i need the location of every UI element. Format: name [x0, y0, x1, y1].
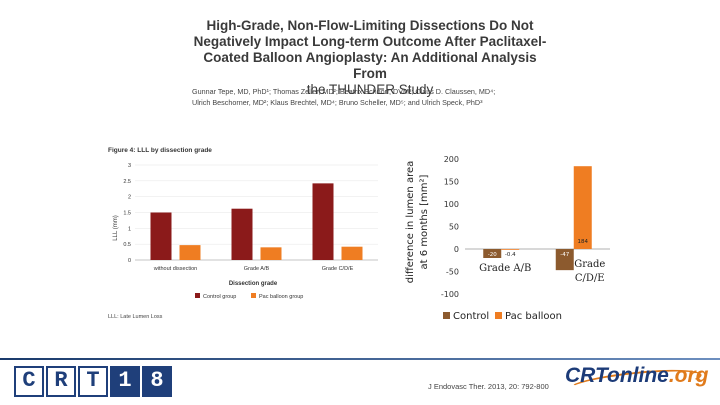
lll-ytick-label: 3	[128, 163, 131, 169]
lumen-data-label: -0.4	[505, 252, 516, 258]
lumen-category-label: C/D/E	[575, 273, 605, 284]
lll-xlabel: Dissection grade	[229, 281, 278, 287]
legend-swatch-pac-right	[495, 312, 502, 319]
lumen-ytick-label: 150	[444, 178, 459, 187]
legend-swatch-control-right	[443, 312, 450, 319]
lll-ylabel: LLL (mm)	[113, 215, 119, 240]
footer-divider	[0, 358, 720, 360]
lumen-ytick-label: 0	[454, 245, 459, 254]
lumen-area-chart: difference in lumen area at 6 months [mm…	[405, 155, 610, 322]
lll-category-label: Grade A/B	[244, 266, 270, 272]
logo-letter: 1	[110, 366, 140, 397]
lumen-ytick-label: -50	[446, 268, 459, 277]
citation: J Endovasc Ther. 2013, 20: 792-800	[428, 382, 549, 391]
logo-letter: 8	[142, 366, 172, 397]
lumen-bar	[501, 249, 520, 250]
lll-ytick-label: 2	[128, 195, 131, 201]
lll-bar	[312, 183, 334, 260]
logo-letter: C	[14, 366, 44, 397]
lumen-ytick-label: 200	[444, 155, 459, 164]
legend-pac: Pac balloon group	[259, 294, 303, 300]
lll-ytick-label: 0.5	[123, 242, 131, 248]
lumen-category-label: Grade A/B	[479, 263, 531, 274]
legend-control: Control group	[203, 294, 236, 300]
slide-title: High-Grade, Non-Flow-Limiting Dissection…	[190, 18, 550, 98]
lumen-legend: Control Pac balloon	[443, 311, 562, 322]
lumen-ylabel-line1: difference in lumen area	[405, 161, 416, 284]
lll-bar	[179, 245, 201, 260]
title-line-3: Coated Balloon Angioplasty: An Additiona…	[203, 50, 537, 81]
crtonline-tld: .org	[668, 364, 709, 387]
lll-ytick-label: 0	[128, 258, 131, 264]
crtonline-logo[interactable]: CRTonline.org	[565, 364, 709, 388]
legend-swatch-control	[195, 293, 200, 298]
lll-bar	[231, 208, 253, 260]
lll-legend: Control group Pac balloon group	[195, 293, 303, 300]
lumen-ytick-label: 50	[449, 223, 459, 232]
lumen-plot-area: -100 -50 0 50 100 150 200 -20 -0.4 Grade A/B -47 18…	[441, 155, 610, 299]
legend-pac-right: Pac balloon	[505, 311, 562, 322]
lll-bar	[150, 212, 172, 260]
crt18-logo: C R T 1 8	[14, 366, 172, 397]
lumen-data-label: 184	[578, 239, 589, 245]
logo-letter: T	[78, 366, 108, 397]
authors-line-1: Gunnar Tepe, MD, PhD¹; Thomas Zeller, MD…	[192, 87, 496, 96]
lumen-data-label: -47	[560, 252, 569, 258]
lll-bar	[341, 246, 363, 260]
lll-plot-area: 0 0.5 1 1.5 2 2.5 3 without dissection Grade A/B…	[123, 163, 378, 272]
lll-chart-title: Figure 4: LLL by dissection grade	[108, 147, 212, 154]
title-line-1: High-Grade, Non-Flow-Limiting Dissection…	[206, 18, 534, 33]
lumen-ylabel-line2: at 6 months [mm²]	[419, 174, 430, 269]
lll-ytick-label: 2.5	[123, 179, 131, 185]
lumen-bar	[555, 249, 574, 271]
crtonline-name: CRTonline	[565, 364, 669, 387]
legend-swatch-pac	[251, 293, 256, 298]
lll-ytick-label: 1	[128, 226, 131, 232]
lll-footnote: LLL: Late Lumen Loss	[108, 314, 163, 320]
lumen-category-label: Grade	[574, 259, 605, 270]
authors-line-2: Ulrich Beschorner, MD²; Klaus Brechtel, …	[192, 98, 483, 107]
authors: Gunnar Tepe, MD, PhD¹; Thomas Zeller, MD…	[192, 86, 552, 108]
title-line-4: the THUNDER Study	[306, 82, 434, 97]
title-line-2: Negatively Impact Long-term Outcome Afte…	[193, 34, 547, 49]
lll-category-label: without dissection	[153, 266, 197, 272]
lll-bar	[260, 247, 282, 260]
lumen-bar	[573, 166, 592, 249]
lll-ytick-label: 1.5	[123, 211, 131, 217]
logo-letter: R	[46, 366, 76, 397]
lll-category-label: Grade C/D/E	[322, 266, 354, 272]
lumen-ytick-label: -100	[441, 290, 459, 299]
lll-figure: Figure 4: LLL by dissection grade 0 0.5 1 1…	[103, 140, 388, 322]
lumen-bar	[483, 249, 502, 258]
lumen-ytick-label: 100	[444, 200, 459, 209]
lumen-data-label: -20	[488, 252, 497, 258]
legend-control-right: Control	[453, 311, 489, 322]
